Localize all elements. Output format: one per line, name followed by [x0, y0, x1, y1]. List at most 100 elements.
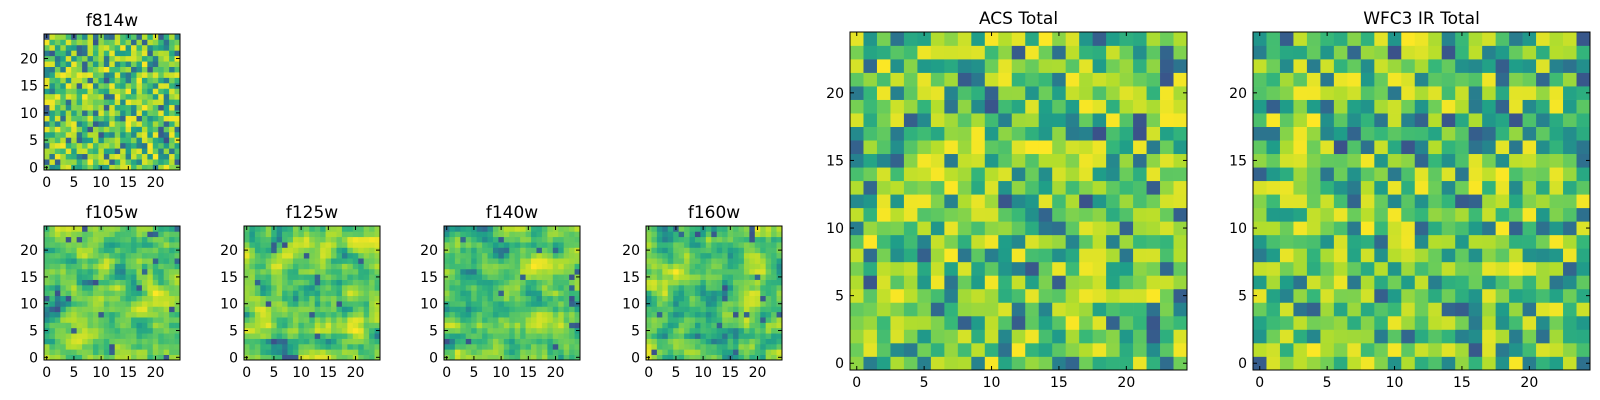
heatmap-cell [662, 354, 669, 361]
heatmap-cell [369, 274, 375, 280]
heatmap-cell [352, 284, 359, 291]
heatmap-cell [325, 301, 332, 307]
heatmap-cell [54, 258, 61, 264]
heatmap-cell [49, 354, 56, 361]
heatmap-cell [254, 322, 261, 329]
heatmap-cell [82, 322, 88, 329]
heatmap-cell [1482, 126, 1496, 141]
heatmap-cell [120, 349, 126, 355]
heatmap-cell [169, 268, 175, 275]
heatmap-cell [471, 274, 477, 280]
heatmap-cell [552, 290, 559, 297]
heatmap-cell [65, 50, 72, 57]
heatmap-cell [1079, 59, 1093, 73]
heatmap-cell [141, 137, 148, 144]
heatmap-cell [541, 333, 548, 339]
heatmap-cell [903, 288, 918, 303]
heatmap-cell [158, 279, 165, 286]
heatmap-cell [44, 104, 50, 111]
heatmap-cell [646, 317, 652, 323]
heatmap-cell [65, 131, 72, 138]
heatmap-cell [471, 268, 477, 275]
heatmap-cell [1173, 167, 1188, 182]
heatmap-cell [76, 290, 83, 297]
heatmap-cell [722, 263, 728, 270]
heatmap-cell [930, 302, 945, 317]
heatmap-cell [71, 258, 77, 264]
heatmap-cell [738, 343, 745, 350]
heatmap-cell [1482, 180, 1496, 195]
heatmap-cell [1360, 140, 1375, 155]
heatmap-cell [71, 349, 77, 355]
heatmap-cell [509, 247, 516, 254]
heatmap-cell [120, 247, 126, 254]
heatmap-cell [667, 226, 674, 232]
heatmap-cell [1133, 153, 1147, 168]
heatmap-cell [957, 180, 972, 195]
heatmap-cell [863, 72, 878, 87]
heatmap-cell [120, 72, 126, 78]
heatmap-cell [1522, 315, 1537, 330]
heatmap-cell [103, 110, 110, 116]
heatmap-cell [722, 290, 728, 297]
heatmap-cell [662, 343, 669, 350]
heatmap-cell [141, 343, 148, 350]
heatmap-cell [651, 258, 658, 264]
heatmap-cell [158, 39, 165, 46]
heatmap-cell [92, 252, 99, 259]
heatmap-cell [514, 279, 521, 286]
heatmap-cell [76, 93, 83, 100]
heatmap-cell [771, 258, 777, 264]
heatmap-cell [738, 247, 745, 254]
heatmap-cell [298, 274, 305, 280]
heatmap-cell [1279, 275, 1294, 290]
heatmap-cell [136, 39, 143, 46]
heatmap-cell [733, 317, 739, 323]
heatmap-cell [890, 59, 905, 73]
heatmap-cell [520, 343, 526, 350]
heatmap-cell [1509, 221, 1523, 236]
heatmap-cell [98, 126, 105, 133]
heatmap-cell [771, 279, 777, 286]
heatmap-cell [1160, 140, 1174, 155]
heatmap-cell [503, 247, 510, 254]
heatmap-cell [957, 221, 972, 236]
heatmap-cell [136, 137, 143, 144]
heatmap-cell [673, 338, 679, 345]
y-tick-label: 10 [420, 297, 438, 313]
heatmap-cell [369, 343, 375, 350]
heatmap-cell [163, 55, 170, 62]
heatmap-cell [120, 290, 126, 297]
heatmap-cell [1106, 32, 1120, 46]
heatmap-cell [336, 284, 343, 291]
heatmap-cell [1522, 194, 1537, 209]
heatmap-cell [49, 327, 56, 334]
heatmap-cell [76, 137, 83, 144]
heatmap-cell [743, 231, 750, 238]
heatmap-cell [1106, 99, 1120, 114]
heatmap-cell [971, 315, 986, 330]
heatmap-cell [363, 306, 370, 313]
heatmap-cell [656, 301, 663, 307]
heatmap-cell [152, 88, 159, 95]
heatmap-cell [514, 236, 521, 243]
heatmap-cell [509, 263, 516, 270]
heatmap-cell [276, 333, 283, 339]
heatmap-cell [749, 231, 756, 238]
heatmap-cell [82, 226, 88, 232]
heatmap-cell [44, 242, 50, 248]
heatmap-cell [1347, 248, 1362, 263]
heatmap-cell [1279, 180, 1294, 195]
heatmap-cell [276, 295, 283, 302]
heatmap-cell [141, 236, 148, 243]
heatmap-cell [1065, 261, 1080, 276]
heatmap-cell [1495, 329, 1510, 344]
heatmap-cell [1173, 261, 1188, 276]
heatmap-cell [60, 55, 67, 62]
heatmap-cell [569, 349, 575, 355]
heatmap-cell [460, 274, 467, 280]
heatmap-cell [158, 252, 165, 259]
heatmap-cell [1522, 99, 1537, 114]
heatmap-cell [776, 263, 783, 270]
heatmap-cell [141, 311, 148, 318]
